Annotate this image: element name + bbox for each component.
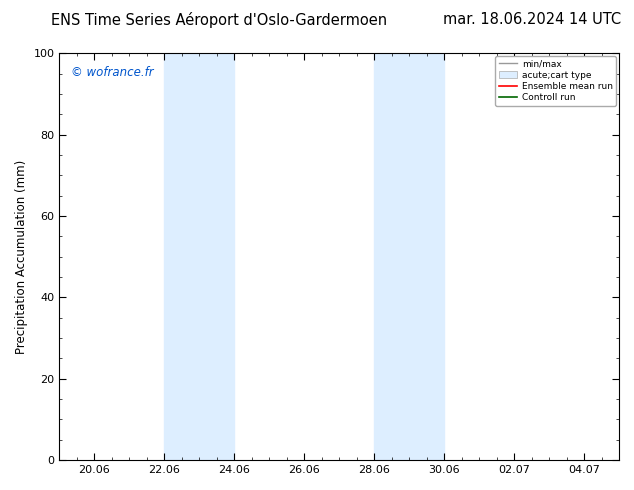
Text: mar. 18.06.2024 14 UTC: mar. 18.06.2024 14 UTC bbox=[443, 12, 621, 27]
Bar bbox=[164, 53, 235, 460]
Text: © wofrance.fr: © wofrance.fr bbox=[70, 66, 153, 78]
Text: ENS Time Series Aéroport d'Oslo-Gardermoen: ENS Time Series Aéroport d'Oslo-Gardermo… bbox=[51, 12, 387, 28]
Legend: min/max, acute;cart type, Ensemble mean run, Controll run: min/max, acute;cart type, Ensemble mean … bbox=[496, 56, 616, 106]
Y-axis label: Precipitation Accumulation (mm): Precipitation Accumulation (mm) bbox=[15, 160, 28, 354]
Bar bbox=[374, 53, 444, 460]
